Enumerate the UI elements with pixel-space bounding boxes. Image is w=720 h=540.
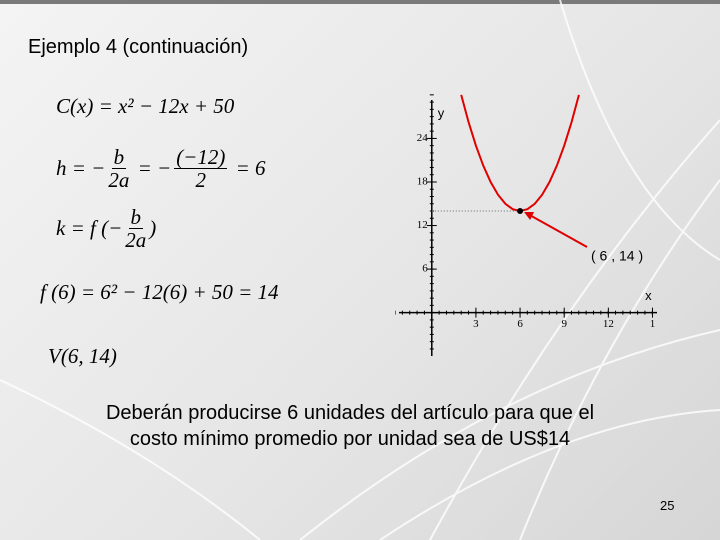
fraction: (−12) 2 (174, 145, 228, 193)
equation-text: h = − (56, 156, 106, 181)
equation: k = f (− b 2a ) (56, 206, 156, 251)
x-axis-label: x (645, 288, 652, 303)
x-tick-label: 9 (561, 318, 567, 330)
conclusion-line: Deberán producirse 6 unidades del artícu… (105, 402, 595, 424)
equation: h = − b 2a = − (−12) 2 = 6 (56, 146, 266, 191)
denominator: 2a (108, 168, 130, 193)
curve (460, 94, 580, 213)
equation-text: k = f (− (56, 216, 123, 241)
x-tick-label: 1 (650, 318, 656, 330)
conclusion: Deberán producirse 6 unidades del artícu… (40, 400, 660, 452)
denominator: 2a (125, 228, 147, 253)
point-label: ( 6 , 14 ) (591, 248, 643, 264)
fraction: b 2a (108, 146, 129, 191)
y-tick-label: 12 (417, 219, 428, 231)
equation-text: = 6 (230, 156, 266, 181)
equation-text: ) (149, 216, 157, 241)
fraction: b 2a (125, 206, 146, 251)
arrow (525, 212, 588, 248)
equation: C(x) = x² − 12x + 50 (56, 94, 235, 118)
numerator: b (111, 145, 127, 170)
y-tick-label: 6 (422, 263, 428, 275)
equation: V(6, 14) (48, 344, 117, 368)
arrow-head (524, 212, 535, 221)
x-tick-label: 12 (603, 318, 614, 330)
y-tick-label: 24 (417, 132, 429, 144)
page-number: 25 (660, 498, 675, 513)
top-bar (0, 0, 720, 4)
equation-text: = − (132, 156, 172, 181)
numerator: (−12) (174, 145, 228, 170)
vertex-point (517, 208, 524, 215)
conclusion-line: costo mínimo promedio por unidad sea de … (129, 428, 571, 450)
y-tick-label: 18 (417, 176, 429, 188)
x-tick-label: 6 (517, 318, 523, 330)
slide-title: Ejemplo 4 (continuación) (28, 36, 249, 58)
equation: f (6) = 6² − 12(6) + 50 = 14 (40, 280, 279, 304)
denominator: 2 (195, 168, 207, 193)
y-axis-label: y (438, 105, 445, 120)
numerator: b (128, 205, 143, 230)
x-tick-label: 3 (473, 318, 479, 330)
chart: 3 6 9 12 1 6 12 18 24 y x ( 6 , 14 ) (395, 94, 657, 356)
